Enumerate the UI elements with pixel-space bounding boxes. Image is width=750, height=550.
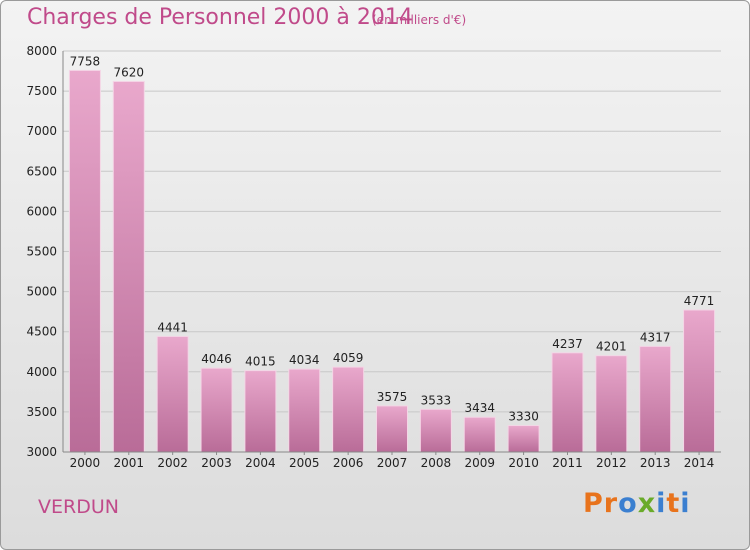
bar (683, 309, 716, 453)
x-tick-label: 2012 (596, 456, 627, 470)
bar (595, 355, 628, 453)
bar (332, 366, 365, 453)
bar (200, 367, 233, 453)
x-tick-label: 2014 (684, 456, 715, 470)
bar (639, 345, 672, 453)
x-tick-label: 2010 (508, 456, 539, 470)
bars: 7758 7620 4441 4046 4015 4034 4059 3575 3533 3434… (68, 54, 716, 453)
y-tick-label: 4000 (26, 365, 57, 379)
bar-value-label: 4201 (596, 340, 627, 354)
x-tick-label: 2009 (464, 456, 495, 470)
bar (419, 408, 452, 453)
bar-value-label: 7758 (70, 54, 101, 68)
y-tick-label: 3000 (26, 445, 57, 459)
bar-value-label: 3575 (377, 390, 408, 404)
x-tick-label: 2007 (377, 456, 408, 470)
y-tick-label: 6000 (26, 204, 57, 218)
x-tick-label: 2003 (201, 456, 232, 470)
x-tick-label: 2000 (70, 456, 101, 470)
y-tick-label: 7500 (26, 84, 57, 98)
y-tick-label: 5500 (26, 245, 57, 259)
bar-value-label: 4317 (640, 330, 671, 344)
y-tick-label: 6500 (26, 164, 57, 178)
bar (156, 335, 189, 453)
brand-letter: x (637, 488, 657, 519)
bar-value-label: 3434 (464, 401, 495, 415)
brand-letter: o (618, 488, 638, 519)
y-tick-label: 7000 (26, 124, 57, 138)
bar-value-label: 4015 (245, 355, 276, 369)
y-tick-label: 3500 (26, 405, 57, 419)
bar-value-label: 4441 (157, 320, 188, 334)
brand-letter: r (603, 488, 619, 519)
bar-value-label: 7620 (114, 65, 145, 79)
x-axis: 2000 2001 2002 2003 2004 2005 2006 2007 2008 2009… (63, 451, 721, 470)
y-tick-label: 5000 (26, 285, 57, 299)
bar-value-label: 4059 (333, 351, 364, 365)
chart-title: Charges de Personnel 2000 à 2014 (27, 5, 413, 30)
brand-letter: t (666, 488, 681, 519)
y-axis: 3000 3500 4000 4500 5000 5500 6000 6500 7000 7500… (26, 44, 64, 459)
bar (68, 69, 101, 453)
brand-letter: i (680, 488, 691, 519)
x-tick-label: 2011 (552, 456, 583, 470)
bar-value-label: 3533 (421, 393, 452, 407)
y-tick-label: 8000 (26, 44, 57, 58)
x-tick-label: 2001 (114, 456, 145, 470)
x-tick-label: 2004 (245, 456, 276, 470)
city-label: VERDUN (38, 496, 119, 518)
bar (244, 370, 277, 453)
x-tick-label: 2005 (289, 456, 320, 470)
bar-value-label: 3330 (508, 410, 539, 424)
bar (288, 368, 321, 453)
chart-subtitle: (en milliers d'€) (372, 13, 467, 27)
x-tick-label: 2008 (421, 456, 452, 470)
bar-value-label: 4034 (289, 353, 320, 367)
proxiti-logo[interactable]: Proxiti (583, 488, 691, 519)
brand-letter: P (583, 488, 604, 519)
bar (376, 405, 408, 453)
bar-value-label: 4046 (201, 352, 232, 366)
x-tick-label: 2002 (157, 456, 188, 470)
bar (551, 352, 584, 453)
bar (463, 416, 496, 453)
bar-value-label: 4771 (684, 294, 715, 308)
x-tick-label: 2006 (333, 456, 364, 470)
bar (112, 80, 145, 453)
brand-letter: i (656, 488, 667, 519)
bar-value-label: 4237 (552, 337, 583, 351)
x-tick-label: 2013 (640, 456, 671, 470)
y-tick-label: 4500 (26, 325, 57, 339)
bar (507, 425, 540, 453)
